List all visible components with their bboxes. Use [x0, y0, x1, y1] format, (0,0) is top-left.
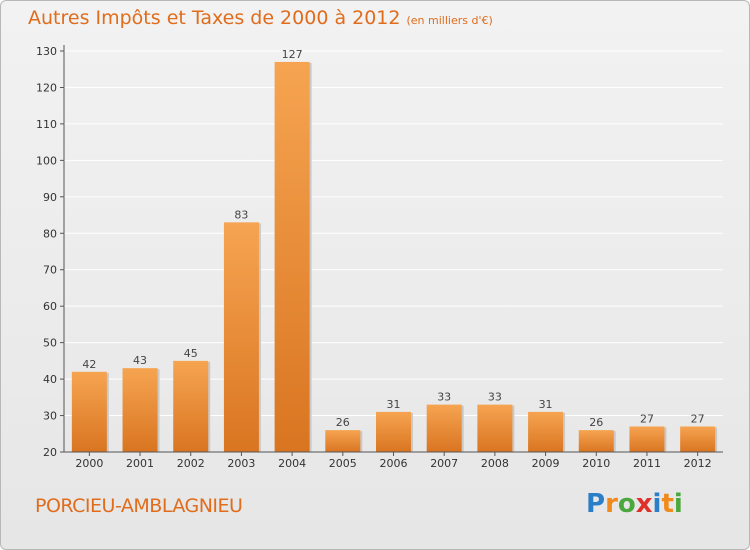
chart-title: Autres Impôts et Taxes de 2000 à 2012 (en… — [28, 7, 493, 29]
data-label: 27 — [640, 412, 654, 425]
bar — [223, 222, 259, 452]
chart-subtitle: (en milliers d'€) — [406, 14, 493, 27]
y-tick-label: 40 — [43, 373, 57, 386]
data-label: 26 — [589, 416, 603, 429]
y-tick-label: 20 — [43, 446, 57, 459]
data-label: 26 — [336, 416, 350, 429]
logo-letter: P — [586, 489, 606, 519]
y-tick-label: 120 — [36, 81, 57, 94]
y-tick-label: 60 — [43, 300, 57, 313]
logo-letter: o — [617, 489, 636, 519]
bar — [376, 411, 411, 452]
bar — [477, 404, 513, 452]
logo-letter: r — [605, 489, 618, 519]
x-tick-label: 2008 — [481, 457, 509, 470]
data-label: 33 — [488, 391, 502, 404]
logo-letter: t — [661, 489, 674, 519]
y-tick-label: 100 — [36, 154, 57, 167]
bar — [274, 61, 310, 452]
data-label: 45 — [184, 347, 198, 360]
y-tick-label: 30 — [43, 410, 57, 423]
y-tick-label: 130 — [36, 45, 57, 58]
y-tick-label: 70 — [43, 264, 57, 277]
logo-letter: x — [635, 489, 653, 519]
bar — [71, 371, 107, 452]
axes: 20 30 40 50 60 70 80 90 100 110 120 130 2000 2001 2002… — [36, 45, 723, 470]
bar — [528, 411, 564, 452]
proxiti-logo[interactable]: Proxiti — [586, 489, 683, 519]
y-tick-label: 50 — [43, 337, 57, 350]
logo-letter: i — [673, 489, 683, 519]
bar — [629, 426, 665, 452]
x-tick-label: 2011 — [633, 457, 661, 470]
x-tick-label: 2003 — [227, 457, 255, 470]
x-tick-label: 2002 — [177, 457, 205, 470]
x-tick-label: 2000 — [75, 457, 103, 470]
x-tick-label: 2007 — [430, 457, 458, 470]
x-tick-label: 2006 — [380, 457, 408, 470]
data-label: 27 — [691, 412, 705, 425]
x-tick-label: 2001 — [126, 457, 154, 470]
x-tick-label: 2009 — [532, 457, 560, 470]
title-text: Autres Impôts et Taxes de 2000 à 2012 — [28, 7, 401, 29]
data-label: 42 — [82, 358, 96, 371]
data-label: 33 — [437, 391, 451, 404]
y-tick-label: 90 — [43, 191, 57, 204]
data-label: 31 — [539, 398, 553, 411]
data-label: 43 — [133, 354, 147, 367]
bar — [173, 360, 209, 452]
x-tick-label: 2005 — [329, 457, 357, 470]
bars — [71, 61, 718, 452]
bar — [578, 430, 614, 452]
grid-lines — [64, 50, 723, 453]
bar — [426, 404, 462, 452]
commune-name: PORCIEU-AMBLAGNIEU — [35, 495, 243, 517]
x-tick-label: 2012 — [684, 457, 712, 470]
data-label: 31 — [387, 398, 401, 411]
data-label: 127 — [282, 48, 303, 61]
bar — [680, 426, 716, 452]
data-label: 83 — [234, 208, 248, 221]
logo-letter: i — [652, 489, 662, 519]
x-tick-label: 2004 — [278, 457, 306, 470]
x-tick-label: 2010 — [582, 457, 610, 470]
y-tick-label: 80 — [43, 227, 57, 240]
y-tick-label: 110 — [36, 118, 57, 131]
bar — [122, 368, 158, 452]
data-labels: 42 43 45 83 127 26 31 33 33 31 26 27 27 — [82, 48, 704, 429]
bar — [325, 430, 361, 452]
